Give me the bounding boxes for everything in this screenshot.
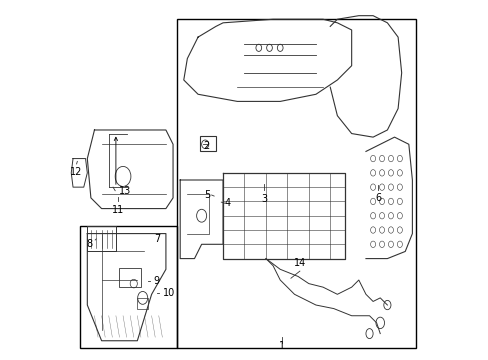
Text: 11: 11 bbox=[111, 205, 123, 215]
Text: 3: 3 bbox=[261, 194, 266, 203]
Text: 7: 7 bbox=[154, 234, 160, 244]
Text: 4: 4 bbox=[224, 198, 230, 208]
Bar bbox=[119, 267, 141, 287]
Text: 13: 13 bbox=[119, 186, 131, 196]
Text: 9: 9 bbox=[153, 276, 159, 286]
Bar bbox=[137, 298, 148, 309]
Bar bbox=[80, 226, 176, 348]
Text: 2: 2 bbox=[203, 141, 209, 151]
Text: 10: 10 bbox=[163, 288, 175, 297]
Bar bbox=[176, 19, 415, 348]
Bar bbox=[200, 136, 216, 152]
Text: 1: 1 bbox=[278, 341, 285, 351]
Text: 6: 6 bbox=[375, 193, 381, 203]
Text: 5: 5 bbox=[204, 190, 210, 200]
Text: 14: 14 bbox=[293, 257, 305, 267]
Text: 12: 12 bbox=[70, 167, 82, 177]
Text: 8: 8 bbox=[86, 239, 93, 249]
